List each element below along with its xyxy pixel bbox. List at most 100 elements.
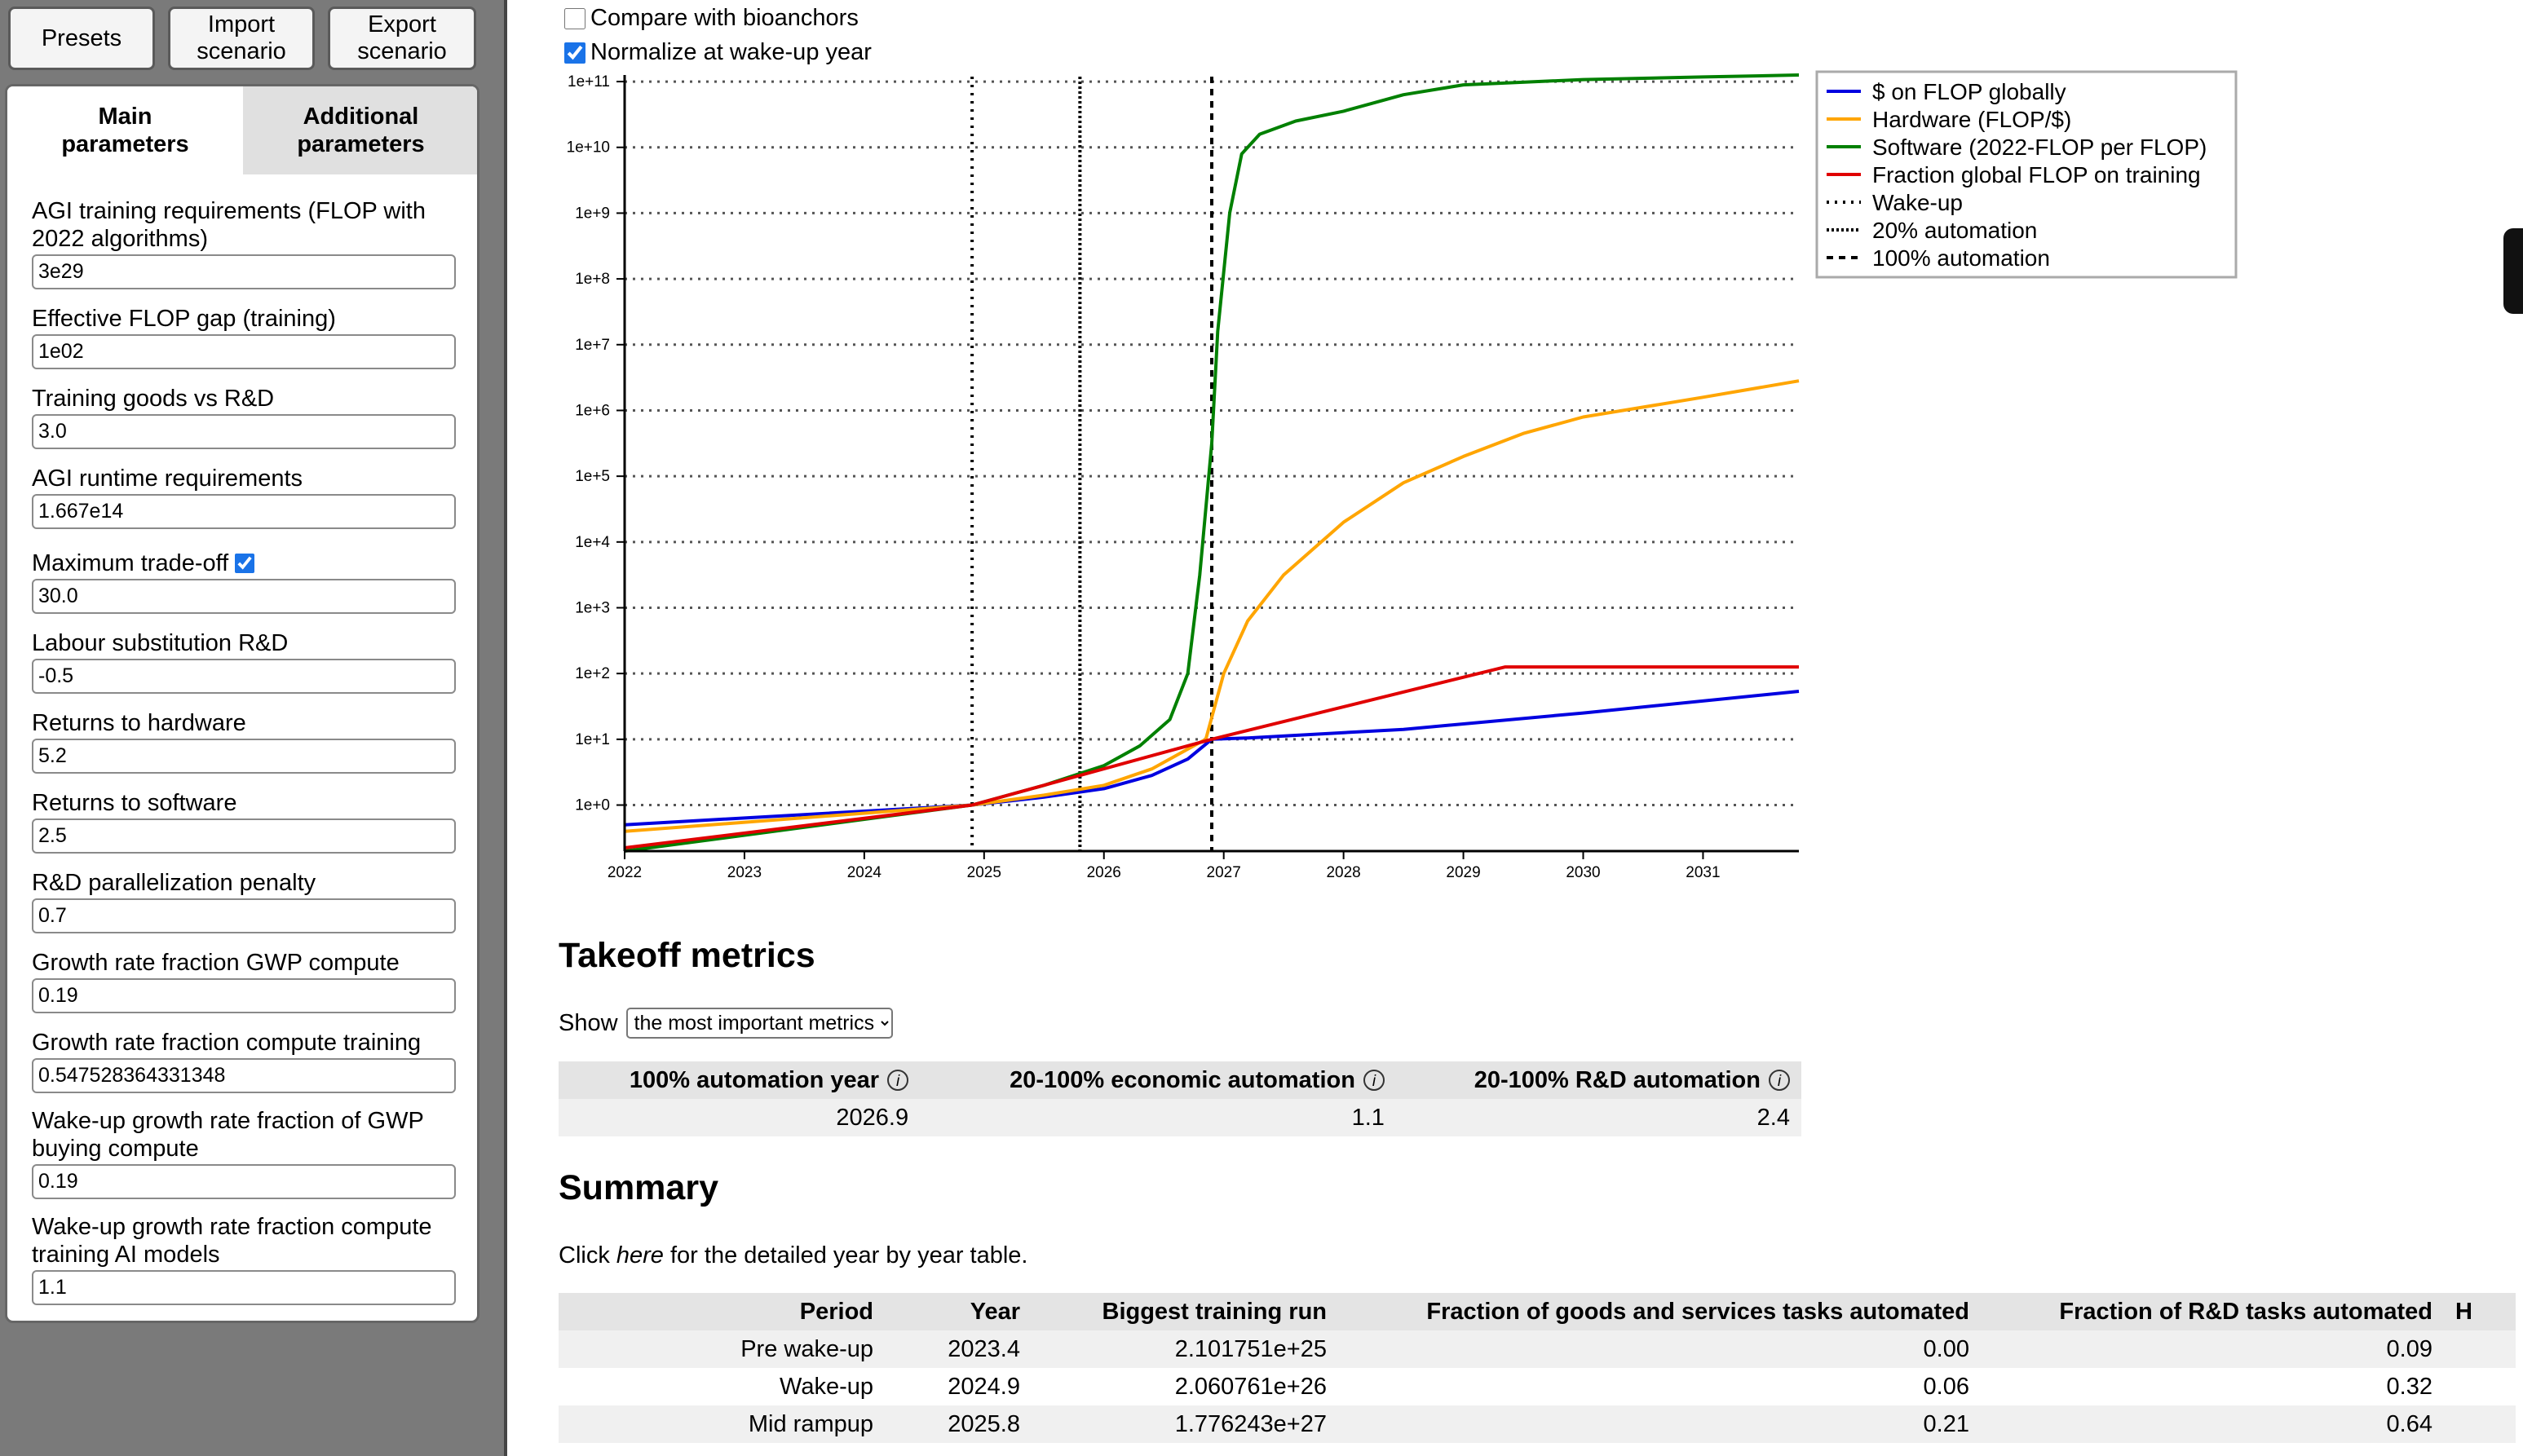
y-tick-label: 1e+6: [575, 402, 610, 419]
compare-bioanchors-label: Compare with bioanchors: [590, 5, 859, 31]
param-label: AGI runtime requirements: [32, 465, 303, 492]
cell: 2.060761e+26: [1174, 1373, 1327, 1400]
y-tick-label: 1e+7: [575, 337, 610, 354]
labour-substitution-rd-input[interactable]: [32, 659, 456, 694]
y-tick-label: 1e+1: [575, 731, 610, 748]
maximum-trade-off-checkbox[interactable]: [235, 554, 255, 573]
y-tick-label: 1e+11: [568, 73, 610, 90]
param-label: R&D parallelization penalty: [32, 870, 316, 896]
header-text: 100% automation year: [629, 1066, 880, 1093]
param-maximum-trade-off: Maximum trade-off: [32, 549, 464, 614]
header-text: 20-100% R&D automation: [1474, 1066, 1761, 1093]
legend-box: [1815, 70, 2238, 279]
x-tick-label: 2031: [1686, 864, 1720, 881]
x-tick-label: 2030: [1566, 864, 1600, 881]
param-training-goods-vs-rd: Training goods vs R&D: [32, 385, 464, 449]
param-rd-parallelization-penalty: R&D parallelization penalty: [32, 869, 464, 933]
training-goods-vs-rd-input[interactable]: [32, 414, 456, 449]
rd-parallelization-penalty-input[interactable]: [32, 898, 456, 933]
compare-bioanchors-row[interactable]: Compare with bioanchors: [563, 5, 859, 32]
header-economic-automation: 20-100% economic automation i: [920, 1061, 1396, 1099]
table-header-row: Period Year Biggest training run Fractio…: [559, 1293, 2516, 1330]
cell: 2024.9: [948, 1373, 1020, 1400]
cell: [2444, 1368, 2516, 1405]
legend-entry: Hardware (FLOP/$): [1872, 107, 2071, 132]
header-year: Year: [885, 1293, 1032, 1330]
legend-entry: Wake-up: [1872, 190, 1963, 215]
legend-entry: 20% automation: [1872, 218, 2037, 243]
table-row: Wake-up 2024.9 2.060761e+26 0.06 0.32: [559, 1368, 2516, 1405]
header-truncated: H: [2444, 1293, 2516, 1330]
cell: 0.21: [1923, 1410, 1969, 1437]
param-label: AGI training requirements (FLOP with 202…: [32, 198, 426, 252]
cell: [2444, 1405, 2516, 1443]
header-rd-tasks-automated: Fraction of R&D tasks automated: [1981, 1293, 2444, 1330]
series-line-hardware: [624, 379, 1800, 833]
cell: 2.101751e+25: [1174, 1335, 1327, 1362]
y-tick-label: 1e+3: [575, 599, 610, 616]
agi-runtime-requirements-input[interactable]: [32, 494, 456, 529]
param-agi-training-requirements: AGI training requirements (FLOP with 202…: [32, 197, 464, 289]
returns-to-hardware-input[interactable]: [32, 739, 456, 774]
series-line-software: [624, 73, 1800, 853]
tab-additional-parameters[interactable]: Additional parameters: [243, 86, 477, 174]
summary-table: Period Year Biggest training run Fractio…: [559, 1293, 2516, 1443]
y-tick-label: 1e+5: [575, 468, 610, 485]
compare-bioanchors-checkbox[interactable]: [564, 7, 585, 29]
legend-entry: Fraction global FLOP on training: [1872, 162, 2201, 188]
cell: 1.776243e+27: [1174, 1410, 1327, 1437]
detailed-table-link[interactable]: here: [616, 1242, 664, 1268]
param-label: Growth rate fraction GWP compute: [32, 950, 400, 976]
x-tick-label: 2023: [727, 864, 762, 881]
show-metrics-select[interactable]: the most important metrics: [625, 1008, 893, 1039]
maximum-trade-off-input[interactable]: [32, 579, 456, 614]
x-tick-label: 2025: [967, 864, 1001, 881]
info-icon[interactable]: i: [1363, 1069, 1385, 1091]
returns-to-software-input[interactable]: [32, 818, 456, 854]
takeoff-metrics-title: Takeoff metrics: [559, 936, 815, 975]
agi-training-requirements-input[interactable]: [32, 254, 456, 289]
note-text: Click: [559, 1242, 616, 1268]
import-scenario-button[interactable]: Import scenario: [168, 7, 315, 70]
cell: 0.64: [2386, 1410, 2432, 1437]
legend-entry: $ on FLOP globally: [1872, 79, 2066, 104]
normalize-wakeup-row[interactable]: Normalize at wake-up year: [563, 39, 872, 66]
y-tick-label: 1e+0: [575, 797, 610, 814]
cell: 2025.8: [948, 1410, 1020, 1437]
param-returns-to-hardware: Returns to hardware: [32, 709, 464, 774]
param-label: Effective FLOP gap (training): [32, 306, 336, 332]
normalize-wakeup-checkbox[interactable]: [564, 42, 585, 64]
growth-rate-gwp-compute-input[interactable]: [32, 978, 456, 1013]
presets-button[interactable]: Presets: [8, 7, 155, 70]
info-icon[interactable]: i: [887, 1069, 909, 1091]
param-growth-rate-gwp-compute: Growth rate fraction GWP compute: [32, 949, 464, 1013]
effective-flop-gap-input[interactable]: [32, 334, 456, 369]
note-text: for the detailed year by year table.: [663, 1242, 1028, 1268]
info-icon[interactable]: i: [1769, 1069, 1790, 1091]
wakeup-growth-gwp-compute-input[interactable]: [32, 1164, 456, 1199]
cell: 0.00: [1923, 1335, 1969, 1362]
tab-main-parameters[interactable]: Main parameters: [7, 86, 243, 174]
param-label: Returns to software: [32, 790, 237, 816]
wakeup-growth-compute-training-input[interactable]: [32, 1270, 456, 1305]
takeoff-metrics-table: 100% automation year i 20-100% economic a…: [559, 1061, 1801, 1136]
param-wakeup-growth-compute-training: Wake-up growth rate fraction compute tra…: [32, 1213, 464, 1305]
y-tick-label: 1e+2: [575, 665, 610, 682]
x-tick-label: 2024: [847, 864, 882, 881]
x-tick-label: 2028: [1326, 864, 1360, 881]
param-label: Maximum trade-off: [32, 550, 229, 576]
param-label: Wake-up growth rate fraction compute tra…: [32, 1214, 432, 1268]
show-label: Show: [559, 1009, 618, 1036]
export-scenario-button[interactable]: Export scenario: [328, 7, 476, 70]
cell: [2444, 1330, 2516, 1368]
table-row: 2026.9 1.1 2.4: [559, 1099, 1801, 1136]
header-text: 20-100% economic automation: [1010, 1066, 1355, 1093]
side-panel-handle[interactable]: [2503, 228, 2523, 314]
param-label: Wake-up growth rate fraction of GWP buyi…: [32, 1108, 424, 1162]
growth-rate-compute-training-input[interactable]: [32, 1058, 456, 1093]
param-growth-rate-compute-training: Growth rate fraction compute training: [32, 1029, 464, 1093]
header-rd-automation: 20-100% R&D automation i: [1395, 1061, 1801, 1099]
show-row: Show the most important metrics: [559, 1008, 893, 1039]
table-row: Pre wake-up 2023.4 2.101751e+25 0.00 0.0…: [559, 1330, 2516, 1368]
header-automation-year: 100% automation year i: [559, 1061, 921, 1099]
